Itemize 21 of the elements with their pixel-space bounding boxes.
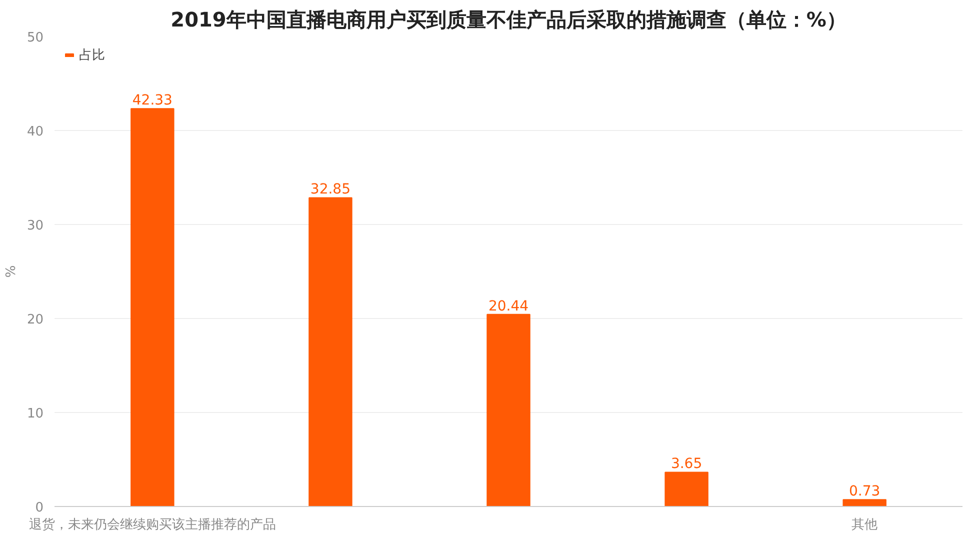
bar xyxy=(842,499,886,506)
data-label: 42.33 xyxy=(132,92,172,109)
chart-title: 2019年中国直播电商用户买到质量不佳产品后采取的措施调查（单位：%） xyxy=(170,8,846,32)
data-label: 0.73 xyxy=(848,484,880,500)
bar xyxy=(486,314,530,506)
y-axis-title: % xyxy=(4,265,19,278)
y-tick-label: 10 xyxy=(26,406,44,422)
y-tick-label: 40 xyxy=(26,124,44,140)
bar xyxy=(308,197,352,506)
y-tick-label: 30 xyxy=(26,218,44,234)
y-tick-label: 0 xyxy=(35,500,44,516)
x-tick-label: 退货，未来仍会继续购买该主播推荐的产品 xyxy=(28,516,276,532)
x-tick-label: 其他 xyxy=(852,518,878,532)
data-label: 20.44 xyxy=(488,298,529,314)
bar xyxy=(130,108,174,506)
y-tick-label: 50 xyxy=(26,30,44,46)
data-label: 3.65 xyxy=(670,456,702,472)
bar xyxy=(664,472,708,506)
data-label: 32.85 xyxy=(310,182,351,198)
legend-label: 占比 xyxy=(79,47,105,64)
y-tick-label: 20 xyxy=(26,312,44,328)
